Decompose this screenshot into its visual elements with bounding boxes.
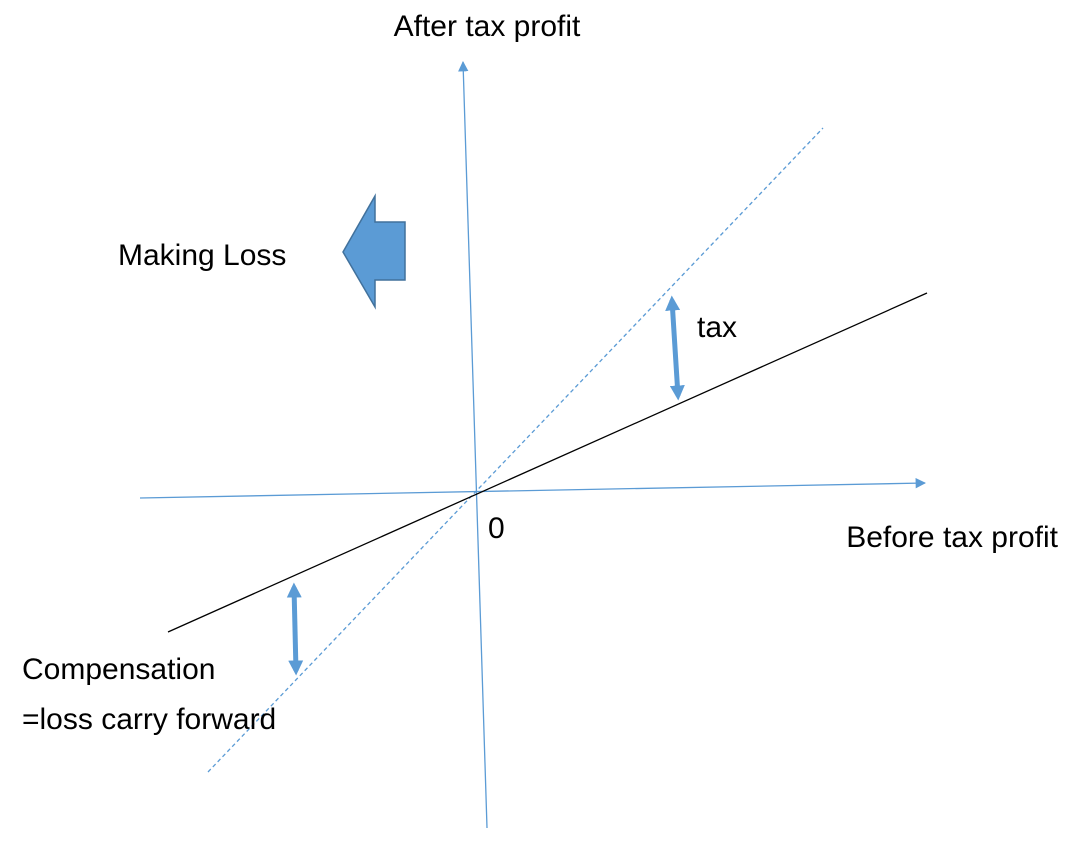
x-axis-label: Before tax profit xyxy=(846,521,1058,554)
compensation-arrow xyxy=(286,582,304,676)
compensation-sublabel: =loss carry forward xyxy=(22,703,276,736)
dashed-line xyxy=(207,127,824,773)
loss-arrow xyxy=(342,193,406,310)
y-axis-label: After tax profit xyxy=(394,10,581,43)
tax-arrow xyxy=(665,295,685,401)
y-axis xyxy=(458,60,488,829)
x-axis xyxy=(139,477,927,499)
after-tax-line xyxy=(167,292,928,633)
loss-label: Making Loss xyxy=(118,239,286,272)
compensation-label: Compensation xyxy=(22,653,215,686)
origin-label: 0 xyxy=(488,512,505,545)
tax-label: tax xyxy=(697,311,737,344)
